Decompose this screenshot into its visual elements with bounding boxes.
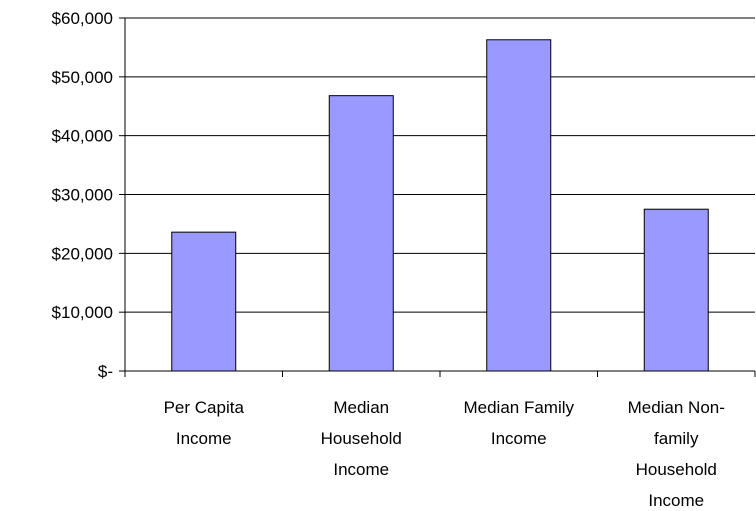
bar bbox=[328, 95, 394, 372]
x-category-label: Per Capita Income bbox=[164, 398, 245, 448]
y-tick-label: $50,000 bbox=[52, 68, 113, 87]
bar bbox=[643, 208, 709, 372]
x-category-label: Median Family Income bbox=[463, 398, 574, 448]
y-tick-label: $30,000 bbox=[52, 186, 113, 205]
y-tick-label: $40,000 bbox=[52, 127, 113, 146]
x-category-label: Median Household Income bbox=[321, 398, 402, 479]
y-tick-label: $20,000 bbox=[52, 244, 113, 263]
bar bbox=[486, 39, 552, 372]
bar bbox=[171, 231, 237, 372]
y-tick-label: $60,000 bbox=[52, 9, 113, 28]
y-tick-label: $10,000 bbox=[52, 303, 113, 322]
y-tick-label: $- bbox=[98, 362, 113, 381]
x-category-labels: Per Capita Income Median Household Income Med… bbox=[164, 398, 725, 510]
bars bbox=[171, 39, 709, 372]
x-category-label: Median Non-family Household Income bbox=[628, 398, 725, 510]
y-tick-labels: $- $10,000 $20,000 $30,000 $40,000 $50,000 $60… bbox=[52, 9, 113, 381]
axes bbox=[119, 17, 756, 377]
